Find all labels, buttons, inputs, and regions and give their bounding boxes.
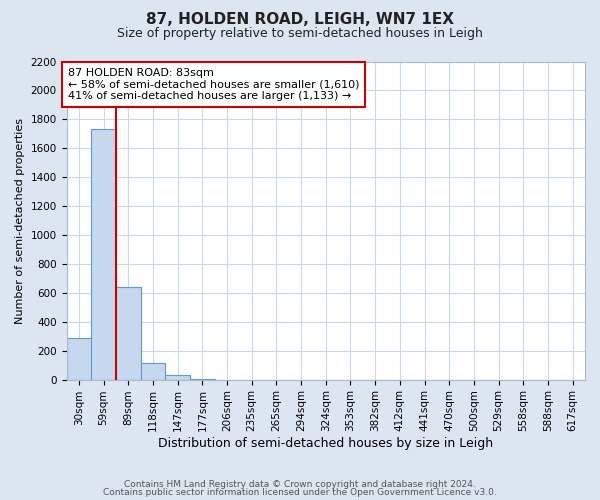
Bar <box>67 338 91 380</box>
Bar <box>116 287 140 380</box>
Text: Contains public sector information licensed under the Open Government Licence v3: Contains public sector information licen… <box>103 488 497 497</box>
Text: Size of property relative to semi-detached houses in Leigh: Size of property relative to semi-detach… <box>117 28 483 40</box>
Y-axis label: Number of semi-detached properties: Number of semi-detached properties <box>15 118 25 324</box>
Bar <box>140 363 165 380</box>
X-axis label: Distribution of semi-detached houses by size in Leigh: Distribution of semi-detached houses by … <box>158 437 493 450</box>
Text: Contains HM Land Registry data © Crown copyright and database right 2024.: Contains HM Land Registry data © Crown c… <box>124 480 476 489</box>
Text: 87, HOLDEN ROAD, LEIGH, WN7 1EX: 87, HOLDEN ROAD, LEIGH, WN7 1EX <box>146 12 454 28</box>
Bar <box>165 376 190 380</box>
Text: 87 HOLDEN ROAD: 83sqm
← 58% of semi-detached houses are smaller (1,610)
41% of s: 87 HOLDEN ROAD: 83sqm ← 58% of semi-deta… <box>68 68 359 101</box>
Bar <box>190 379 215 380</box>
Bar <box>91 130 116 380</box>
